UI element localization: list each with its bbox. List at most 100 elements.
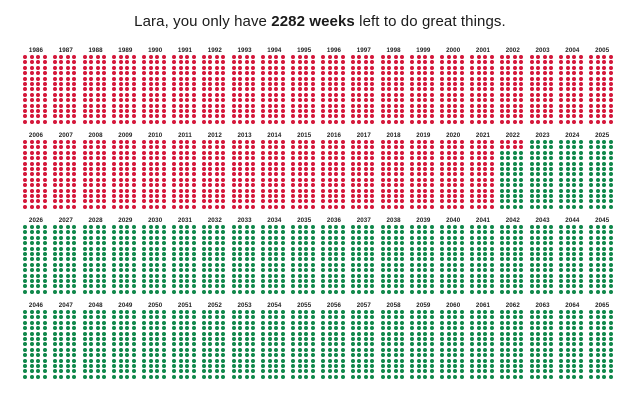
week-lived-dot <box>363 55 368 59</box>
week-lived-dot <box>155 82 160 86</box>
week-lived-dot <box>244 199 249 204</box>
week-remaining-dot <box>214 337 219 341</box>
week-remaining-dot <box>148 279 153 283</box>
week-lived-dot <box>244 71 249 76</box>
week-lived-dot <box>274 156 279 161</box>
week-remaining-dot <box>148 289 153 294</box>
week-remaining-dot <box>274 235 279 240</box>
week-lived-dot <box>23 188 27 193</box>
week-lived-dot <box>400 92 405 97</box>
week-remaining-dot <box>155 279 160 283</box>
week-lived-dot <box>251 60 256 65</box>
week-remaining-dot <box>572 235 577 240</box>
week-remaining-dot <box>244 320 249 325</box>
week-lived-dot <box>602 87 607 92</box>
week-lived-dot <box>148 92 153 97</box>
week-lived-dot <box>148 114 153 119</box>
week-lived-dot <box>410 92 415 97</box>
week-remaining-dot <box>440 235 445 240</box>
week-lived-dot <box>363 145 368 150</box>
week-remaining-dot <box>148 310 153 314</box>
week-lived-dot <box>291 172 296 177</box>
week-lived-dot <box>410 199 415 204</box>
week-lived-dot <box>59 119 64 124</box>
week-lived-dot <box>274 199 279 204</box>
week-remaining-dot <box>191 273 196 278</box>
week-lived-dot <box>410 140 415 144</box>
week-remaining-dot <box>512 177 517 182</box>
week-lived-dot <box>453 55 458 59</box>
week-lived-dot <box>185 194 189 198</box>
week-lived-dot <box>59 114 64 119</box>
week-lived-dot <box>483 156 487 161</box>
week-remaining-dot <box>82 331 87 336</box>
week-lived-dot <box>297 177 302 182</box>
week-remaining-dot <box>131 353 136 358</box>
week-remaining-dot <box>512 337 517 341</box>
week-remaining-dot <box>59 273 64 278</box>
week-lived-dot <box>400 65 405 70</box>
week-lived-dot <box>131 188 136 193</box>
week-lived-dot <box>29 161 34 166</box>
week-remaining-dot <box>512 199 517 204</box>
week-lived-dot <box>280 145 285 150</box>
week-remaining-dot <box>274 310 279 314</box>
week-lived-dot <box>267 188 272 193</box>
week-remaining-dot <box>549 326 554 331</box>
week-lived-dot <box>201 183 206 188</box>
year-block-2064: 2064 <box>558 301 586 379</box>
week-remaining-dot <box>112 347 117 352</box>
week-remaining-dot <box>549 156 554 161</box>
week-remaining-dot <box>416 364 421 368</box>
week-remaining-dot <box>506 177 511 182</box>
week-lived-dot <box>459 103 464 108</box>
week-lived-dot <box>380 150 385 155</box>
week-lived-dot <box>340 150 345 155</box>
week-lived-dot <box>214 150 219 155</box>
week-lived-dot <box>221 156 226 161</box>
week-remaining-dot <box>589 273 594 278</box>
week-remaining-dot <box>112 252 117 256</box>
week-remaining-dot <box>148 246 153 251</box>
week-lived-dot <box>578 71 583 76</box>
week-lived-dot <box>261 188 266 193</box>
week-lived-dot <box>102 188 107 193</box>
week-lived-dot <box>321 76 325 81</box>
week-remaining-dot <box>36 284 40 289</box>
week-lived-dot <box>231 76 236 81</box>
week-remaining-dot <box>52 279 57 283</box>
week-remaining-dot <box>542 194 547 198</box>
week-remaining-dot <box>387 246 392 251</box>
week-lived-dot <box>125 177 130 182</box>
week-lived-dot <box>363 114 368 119</box>
week-lived-dot <box>559 71 564 76</box>
week-remaining-dot <box>178 315 183 320</box>
week-lived-dot <box>65 87 70 92</box>
week-remaining-dot <box>340 315 345 320</box>
week-lived-dot <box>572 82 577 86</box>
week-remaining-dot <box>340 273 345 278</box>
week-remaining-dot <box>565 204 570 209</box>
week-lived-dot <box>251 161 256 166</box>
week-remaining-dot <box>267 268 272 273</box>
week-remaining-dot <box>82 342 87 347</box>
week-remaining-dot <box>118 225 123 229</box>
week-remaining-dot <box>52 268 57 273</box>
week-lived-dot <box>310 82 315 86</box>
week-remaining-dot <box>529 252 534 256</box>
week-remaining-dot <box>52 252 57 256</box>
week-remaining-dot <box>172 273 176 278</box>
week-remaining-dot <box>602 273 607 278</box>
week-remaining-dot <box>608 225 613 229</box>
week-lived-dot <box>572 55 577 59</box>
week-remaining-dot <box>148 241 153 246</box>
week-remaining-dot <box>506 364 511 368</box>
week-lived-dot <box>82 140 87 144</box>
week-remaining-dot <box>470 358 474 363</box>
week-lived-dot <box>125 103 130 108</box>
week-remaining-dot <box>310 252 315 256</box>
week-lived-dot <box>191 92 196 97</box>
week-lived-dot <box>470 87 474 92</box>
year-label: 2025 <box>595 132 610 139</box>
week-lived-dot <box>476 109 481 113</box>
